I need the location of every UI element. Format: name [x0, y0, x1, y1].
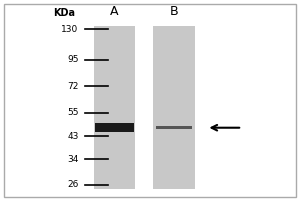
Text: A: A	[110, 5, 118, 18]
Text: 130: 130	[61, 25, 79, 34]
Text: 34: 34	[67, 155, 79, 164]
Bar	[94, 26, 135, 189]
Text: KDa: KDa	[53, 8, 75, 18]
Bar	[95, 123, 134, 132]
Text: 43: 43	[67, 132, 79, 141]
Text: 26: 26	[67, 180, 79, 189]
Text: 72: 72	[67, 82, 79, 91]
Bar	[153, 26, 195, 189]
Bar	[156, 126, 192, 129]
Text: 55: 55	[67, 108, 79, 117]
Text: B: B	[169, 5, 178, 18]
Text: 95: 95	[67, 55, 79, 64]
